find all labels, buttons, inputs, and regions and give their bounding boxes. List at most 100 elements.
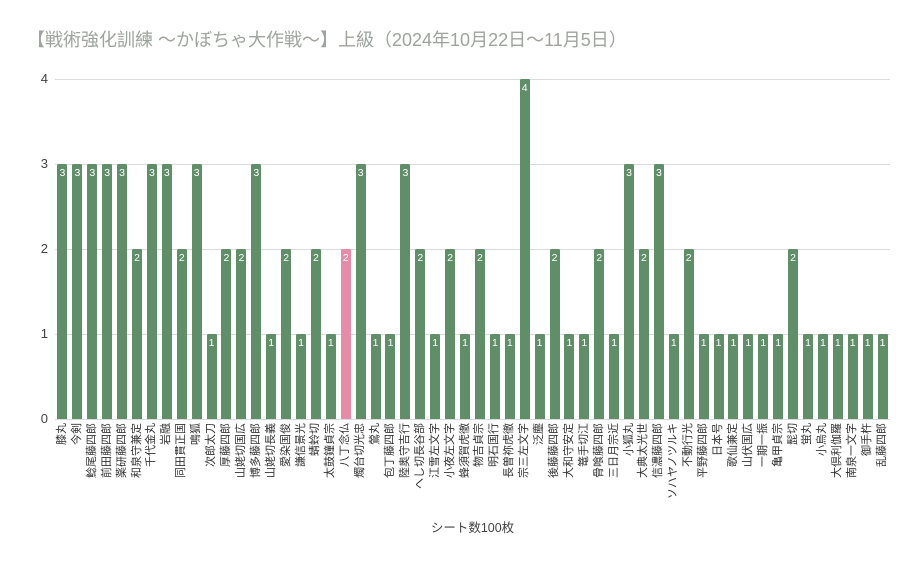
x-tick-label: 包丁藤四郎 [383, 423, 396, 478]
x-tick-label: 千代金丸 [145, 423, 158, 467]
x-tick-label: へし切長谷部 [413, 423, 426, 489]
x-tick-label: 鯰尾藤四郎 [85, 423, 98, 478]
x-tick-label: 江雪左文字 [428, 423, 441, 478]
bar: 1 [668, 334, 679, 419]
bar: 3 [72, 164, 83, 419]
bar: 3 [191, 164, 202, 419]
bar: 2 [340, 249, 351, 419]
bar-value-label: 3 [148, 167, 155, 179]
bar: 1 [817, 334, 828, 419]
bar-value-label: 1 [879, 337, 886, 349]
bar: 1 [847, 334, 858, 419]
bar: 3 [117, 164, 128, 419]
bar-value-label: 1 [864, 337, 871, 349]
x-tick-label: ソハヤノツルキ [667, 423, 680, 500]
bar: 3 [653, 164, 664, 419]
bar-value-label: 3 [59, 167, 66, 179]
y-tick-label: 4 [40, 71, 48, 86]
bar-value-label: 1 [670, 337, 677, 349]
bar: 1 [877, 334, 888, 419]
bar: 1 [460, 334, 471, 419]
y-tick-label: 1 [40, 326, 48, 341]
bar-value-label: 1 [700, 337, 707, 349]
bar-value-label: 3 [655, 167, 662, 179]
x-tick-label: 謙信景光 [294, 423, 307, 467]
bar: 1 [713, 334, 724, 419]
bar-value-label: 1 [760, 337, 767, 349]
x-tick-label: 髭切 [786, 423, 799, 445]
gridline-y-1 [55, 333, 890, 335]
bar-value-label: 1 [805, 337, 811, 349]
x-tick-label: 宗三左文字 [518, 423, 531, 478]
bar-value-label: 1 [581, 337, 588, 349]
bar-value-label: 3 [104, 167, 111, 179]
x-tick-label: 小狐丸 [622, 423, 635, 456]
bar-value-label: 1 [834, 337, 841, 349]
x-tick-label: 燭台切光忠 [354, 423, 367, 478]
bar-value-label: 1 [432, 337, 439, 349]
x-tick-label: 太鼓鐘貞宗 [324, 423, 337, 478]
gridline-y-4 [55, 78, 890, 80]
x-tick-label: 今剣 [70, 423, 83, 445]
bar: 3 [102, 164, 113, 419]
x-tick-label: 不動行光 [682, 423, 695, 467]
bar: 2 [594, 249, 605, 419]
x-tick-label: 日本号 [712, 423, 725, 456]
bar-value-label: 2 [641, 252, 647, 264]
bar: 1 [385, 334, 396, 419]
x-tick-label: 鶯丸 [369, 423, 382, 445]
bar-value-label: 3 [89, 167, 96, 179]
bar: 2 [638, 249, 649, 419]
x-tick-label: 八丁念仏 [339, 423, 352, 467]
bar-value-label: 1 [387, 337, 394, 349]
bar-value-label: 2 [134, 252, 140, 264]
bar-value-label: 1 [536, 337, 543, 349]
bar: 1 [758, 334, 769, 419]
gridline-y-2 [55, 248, 890, 250]
x-tick-label: 後藤藤四郎 [548, 423, 560, 478]
bar: 1 [743, 334, 754, 419]
bar-value-label: 3 [193, 167, 200, 179]
bar: 3 [251, 164, 262, 419]
x-tick-label: 膝丸 [55, 423, 68, 445]
bar: 1 [504, 334, 515, 419]
x-tick-label: 信濃藤四郎 [652, 423, 665, 478]
bar: 1 [266, 334, 277, 419]
bar-value-label: 1 [611, 337, 618, 349]
bar: 2 [445, 249, 456, 419]
bar: 3 [400, 164, 411, 419]
gridline-y-3 [55, 163, 890, 165]
bar-value-label: 1 [327, 337, 334, 349]
x-tick-label: 小烏丸 [816, 423, 829, 456]
bar: 3 [161, 164, 172, 419]
bar-value-label: 1 [491, 337, 498, 349]
bar: 1 [430, 334, 441, 419]
bar-value-label: 1 [372, 337, 379, 349]
bar-value-label: 1 [506, 337, 513, 349]
bar: 1 [534, 334, 545, 419]
bar: 2 [474, 249, 485, 419]
bar-value-label: 2 [477, 252, 483, 264]
bar: 3 [87, 164, 98, 419]
bar-value-label: 1 [208, 337, 215, 349]
bar-value-label: 2 [790, 252, 796, 264]
bar-value-label: 3 [163, 167, 170, 179]
x-tick-label: 博多藤四郎 [249, 423, 262, 478]
bar: 1 [564, 334, 575, 419]
x-tick-label: 南泉一文字 [846, 423, 859, 478]
x-tick-label: 蛍丸 [801, 423, 814, 445]
bar-value-label: 1 [566, 337, 573, 349]
bar-value-label: 1 [715, 337, 722, 349]
bar-value-label: 2 [178, 252, 185, 264]
x-tick-label: 前田藤四郎 [100, 423, 113, 478]
x-tick-label: 岩融 [160, 423, 173, 445]
bar: 3 [355, 164, 366, 419]
x-tick-label: 山姥切長義 [264, 423, 277, 478]
chart-title: 【戦術強化訓練 ～かぼちゃ大作戦～】上級（2024年10月22日～11月5日） [27, 30, 627, 50]
x-tick-label: 愛染国俊 [279, 423, 292, 467]
x-tick-label: 御手杵 [861, 423, 874, 456]
bar-value-label: 3 [357, 167, 364, 179]
bar-value-label: 1 [462, 337, 468, 349]
x-tick-label: 骨喰藤四郎 [592, 423, 605, 478]
bar-value-label: 3 [74, 167, 81, 179]
